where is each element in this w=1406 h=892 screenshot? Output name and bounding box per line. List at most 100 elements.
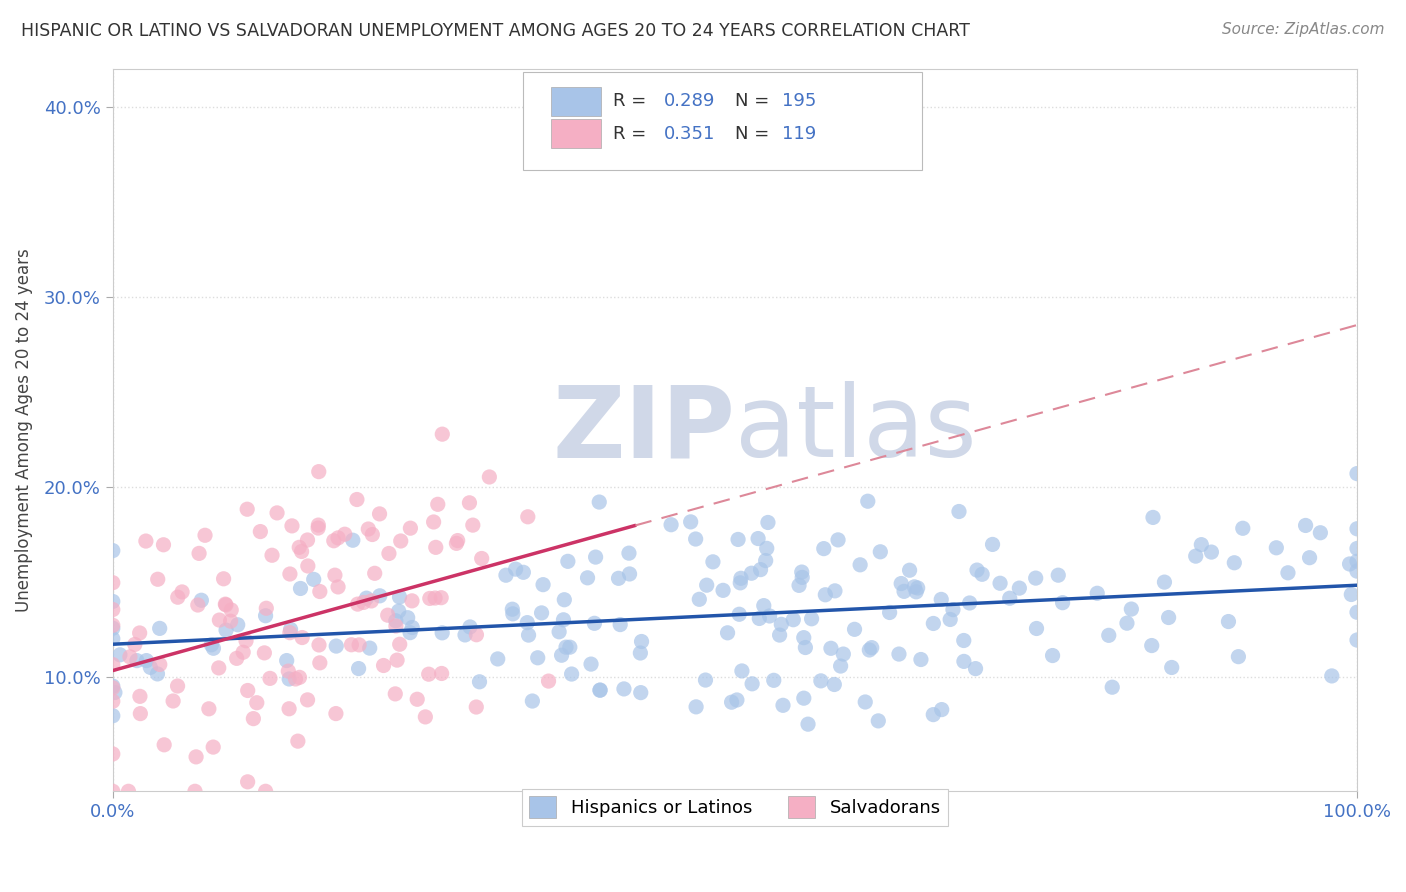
Point [430, 591, 453, 605]
Point [685, 532, 707, 546]
Point [118, 649, 141, 664]
Point [254, 608, 277, 623]
Point [101, 543, 124, 558]
Point [359, 641, 381, 656]
Point [458, 496, 481, 510]
Point [531, 577, 554, 591]
Point [1346, 633, 1368, 648]
Point [385, 653, 408, 667]
Point [922, 707, 945, 722]
Point [419, 591, 441, 606]
Point [844, 623, 866, 637]
Point [188, 546, 211, 560]
Point [135, 534, 157, 549]
Point [278, 566, 301, 581]
Point [346, 492, 368, 507]
Point [688, 592, 710, 607]
Point [716, 625, 738, 640]
Point [246, 696, 269, 710]
Point [561, 667, 583, 681]
Point [609, 617, 631, 632]
Point [278, 625, 301, 640]
Point [219, 614, 242, 628]
Point [741, 677, 763, 691]
Point [748, 611, 770, 625]
Point [486, 652, 509, 666]
Point [276, 654, 298, 668]
Text: Source: ZipAtlas.com: Source: ZipAtlas.com [1222, 22, 1385, 37]
Point [931, 703, 953, 717]
Point [628, 646, 651, 660]
Point [125, 654, 148, 668]
Point [898, 563, 921, 577]
Point [583, 616, 606, 631]
Point [297, 559, 319, 574]
Point [530, 606, 553, 620]
Point [378, 546, 401, 560]
Point [277, 664, 299, 678]
Point [447, 533, 470, 548]
Point [553, 592, 575, 607]
Point [868, 714, 890, 728]
Point [832, 647, 855, 661]
Point [212, 572, 235, 586]
Point [965, 662, 987, 676]
Point [953, 654, 976, 668]
Point [720, 695, 742, 709]
Point [432, 427, 454, 442]
Point [1025, 622, 1047, 636]
Text: 0.289: 0.289 [664, 92, 716, 110]
Point [101, 694, 124, 708]
Point [679, 515, 702, 529]
Point [291, 544, 314, 558]
Point [810, 673, 832, 688]
Point [184, 784, 207, 798]
Point [830, 659, 852, 673]
Point [202, 641, 225, 656]
Point [401, 620, 423, 634]
Point [291, 631, 314, 645]
Point [1121, 602, 1143, 616]
Point [124, 637, 146, 651]
Point [384, 687, 406, 701]
Point [972, 567, 994, 582]
Point [607, 571, 630, 585]
Point [347, 661, 370, 675]
Point [550, 648, 572, 663]
Point [208, 613, 231, 627]
Point [236, 774, 259, 789]
Point [146, 572, 169, 586]
Point [430, 625, 453, 640]
Point [768, 628, 790, 642]
Point [702, 555, 724, 569]
Point [1098, 628, 1121, 642]
Point [814, 588, 837, 602]
Point [385, 614, 408, 628]
Point [823, 677, 845, 691]
Point [755, 553, 778, 567]
Point [465, 628, 488, 642]
Point [471, 551, 494, 566]
Point [377, 608, 399, 623]
Point [360, 594, 382, 608]
Point [588, 495, 610, 509]
Point [152, 538, 174, 552]
Point [537, 674, 560, 689]
Point [108, 648, 131, 662]
Point [617, 546, 640, 560]
Point [630, 685, 652, 699]
Point [388, 637, 411, 651]
Point [589, 683, 612, 698]
Point [756, 516, 779, 530]
Point [129, 690, 152, 704]
Point [1052, 596, 1074, 610]
Point [903, 580, 925, 594]
Point [129, 706, 152, 721]
Point [468, 674, 491, 689]
Point [1160, 660, 1182, 674]
Point [415, 710, 437, 724]
Point [1320, 669, 1343, 683]
Point [215, 598, 238, 612]
Point [297, 693, 319, 707]
Point [162, 694, 184, 708]
